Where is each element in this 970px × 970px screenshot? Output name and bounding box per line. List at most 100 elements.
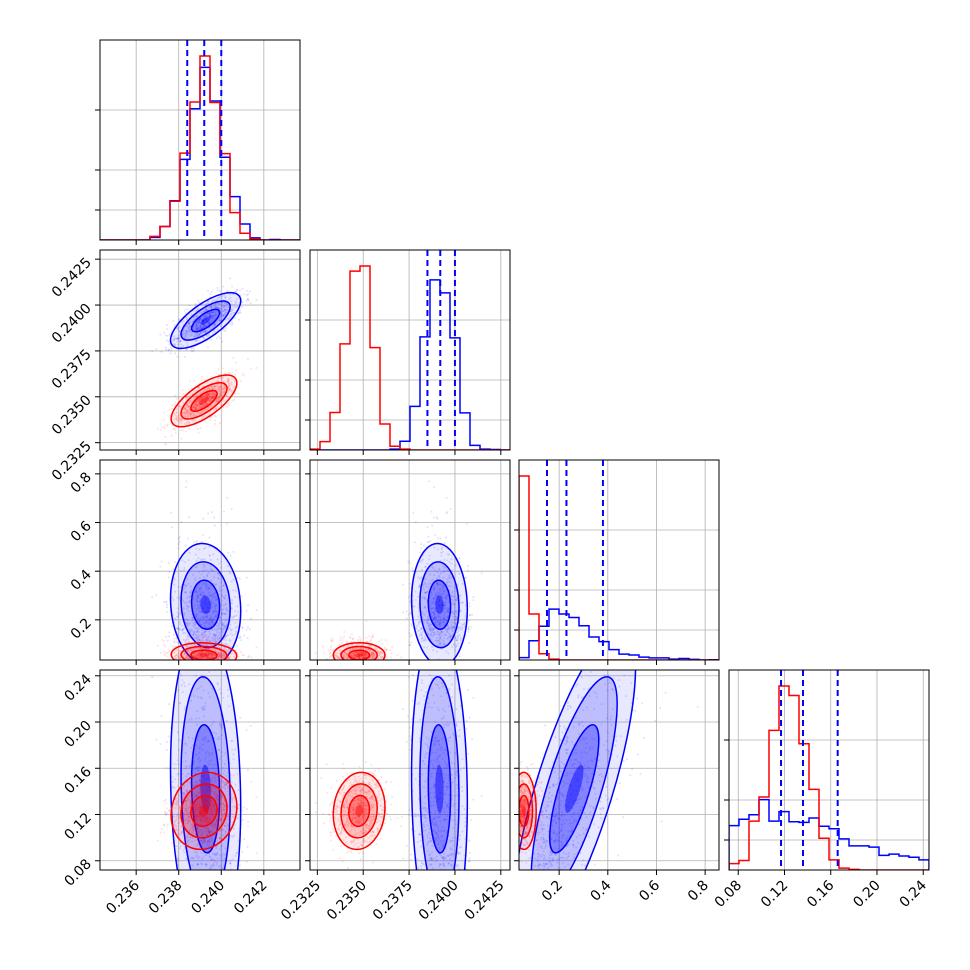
scatter-point xyxy=(178,702,181,705)
scatter-point xyxy=(194,419,197,422)
scatter-point xyxy=(439,637,442,640)
scatter-point xyxy=(204,408,207,411)
scatter-point xyxy=(224,787,227,790)
scatter-point xyxy=(223,625,226,628)
scatter-point xyxy=(205,318,208,321)
scatter-point xyxy=(431,602,434,605)
scatter-point xyxy=(238,635,241,638)
scatter-point xyxy=(207,289,210,292)
scatter-point xyxy=(207,321,210,324)
scatter-point xyxy=(226,395,229,398)
scatter-point xyxy=(215,397,218,400)
scatter-point xyxy=(454,615,457,618)
scatter-point xyxy=(367,648,370,651)
scatter-point xyxy=(433,612,436,615)
scatter-point xyxy=(358,655,361,658)
scatter-point xyxy=(207,651,210,654)
scatter-point xyxy=(216,286,219,289)
scatter-point xyxy=(178,405,181,408)
scatter-point xyxy=(373,661,375,663)
scatter-point xyxy=(224,649,227,652)
scatter-point xyxy=(208,321,211,324)
scatter-point xyxy=(210,311,213,314)
scatter-point xyxy=(201,326,204,329)
scatter-point xyxy=(228,403,231,406)
scatter-point xyxy=(173,640,176,643)
scatter-point xyxy=(226,608,229,611)
scatter-point xyxy=(201,415,204,418)
scatter-point xyxy=(194,643,197,646)
scatter-point xyxy=(198,756,201,759)
scatter-point xyxy=(209,619,212,622)
scatter-point xyxy=(214,854,217,857)
scatter-point xyxy=(443,618,446,621)
scatter-point xyxy=(208,399,211,402)
scatter-point xyxy=(227,385,230,388)
scatter-point xyxy=(346,653,349,656)
scatter-point xyxy=(245,609,248,612)
scatter-point xyxy=(468,613,471,616)
scatter-point xyxy=(379,655,382,658)
scatter-point xyxy=(206,767,209,770)
scatter-point xyxy=(206,657,209,660)
scatter-point xyxy=(449,635,452,638)
scatter-point xyxy=(213,330,216,333)
scatter-point xyxy=(204,318,207,321)
scatter-point xyxy=(467,619,470,622)
scatter-point xyxy=(346,660,348,662)
scatter-point xyxy=(443,637,446,640)
scatter-point xyxy=(203,324,206,327)
scatter-point xyxy=(186,344,189,347)
scatter-point xyxy=(431,635,434,638)
scatter-point xyxy=(234,660,236,662)
scatter-point xyxy=(181,389,184,392)
scatter-point xyxy=(213,852,216,855)
scatter-point xyxy=(181,333,184,336)
scatter-point xyxy=(213,516,216,519)
scatter-point xyxy=(219,628,222,631)
scatter-point xyxy=(205,615,208,618)
scatter-point xyxy=(236,576,239,579)
scatter-point xyxy=(190,412,193,415)
scatter-point xyxy=(199,652,202,655)
scatter-point xyxy=(367,661,369,663)
scatter-point xyxy=(199,317,202,320)
scatter-point xyxy=(199,593,202,596)
density-contour xyxy=(190,389,218,412)
scatter-point xyxy=(438,622,441,625)
scatter-point xyxy=(207,663,209,665)
scatter-point xyxy=(179,569,182,572)
scatter-point xyxy=(200,327,203,330)
scatter-point xyxy=(210,619,213,622)
scatter-point xyxy=(230,390,233,393)
scatter-point xyxy=(239,380,242,383)
scatter-point xyxy=(230,793,233,796)
scatter-point xyxy=(433,617,436,620)
scatter-point xyxy=(448,574,451,577)
scatter-point xyxy=(427,624,430,627)
scatter-point xyxy=(198,600,201,603)
scatter-point xyxy=(369,657,372,660)
scatter-point xyxy=(206,609,209,612)
scatter-point xyxy=(159,565,162,568)
scatter-point xyxy=(165,814,168,817)
scatter-point xyxy=(168,408,171,411)
scatter-point xyxy=(454,646,457,649)
scatter-point xyxy=(204,583,207,586)
scatter-point xyxy=(203,802,206,805)
scatter-point xyxy=(220,725,223,728)
scatter-point xyxy=(444,607,447,610)
scatter-point xyxy=(199,646,202,649)
y-tick-label: 0.2350 xyxy=(49,392,95,438)
scatter-point xyxy=(202,566,205,569)
scatter-point xyxy=(231,323,234,326)
scatter-point xyxy=(354,656,357,659)
scatter-point xyxy=(221,594,224,597)
scatter-point xyxy=(196,617,199,620)
scatter-point xyxy=(205,569,208,572)
scatter-point xyxy=(350,641,353,644)
scatter-point xyxy=(227,379,230,382)
scatter-point xyxy=(361,657,364,660)
scatter-point xyxy=(354,663,356,665)
